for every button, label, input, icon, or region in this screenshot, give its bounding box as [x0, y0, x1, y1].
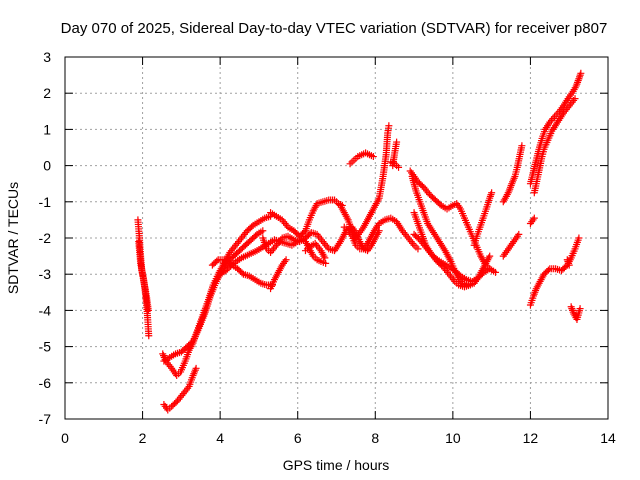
x-tick-label: 12 — [523, 430, 539, 446]
y-tick-label: -5 — [39, 339, 52, 355]
data-point-marker — [576, 305, 584, 313]
y-tick-label: 1 — [43, 121, 51, 137]
data-point-marker — [213, 257, 221, 265]
data-point-marker — [518, 142, 526, 150]
x-tick-label: 6 — [294, 430, 302, 446]
y-tick-label: 3 — [43, 49, 51, 65]
y-tick-labels: -7 -6 -5 -4 -3 -2 -1 0 1 2 3 — [39, 49, 52, 427]
data-point-marker — [259, 227, 267, 235]
data-point-marker — [577, 69, 585, 77]
data-point-marker — [300, 228, 308, 236]
x-tick-label: 8 — [371, 430, 379, 446]
data-point-marker — [492, 268, 500, 276]
data-point-marker — [515, 230, 523, 238]
data-point-marker — [571, 95, 579, 103]
data-point-marker — [393, 138, 401, 146]
x-tick-label: 2 — [139, 430, 147, 446]
data-point-marker — [395, 163, 403, 171]
y-tick-label: 2 — [43, 85, 51, 101]
data-point-marker — [575, 234, 583, 242]
y-tick-label: -6 — [39, 375, 52, 391]
data-point-marker — [192, 364, 200, 372]
x-tick-labels: 0 2 4 6 8 10 12 14 — [61, 430, 616, 446]
data-point-marker — [322, 259, 330, 267]
x-tick-label: 14 — [600, 430, 616, 446]
x-tick-label: 4 — [216, 430, 224, 446]
data-point-marker — [369, 153, 377, 161]
data-point-marker — [550, 113, 558, 121]
data-point-marker — [385, 122, 393, 130]
data-point-marker — [530, 214, 538, 222]
data-point-marker — [549, 115, 557, 123]
y-tick-label: -7 — [39, 411, 52, 427]
grid-lines — [65, 57, 608, 419]
y-axis-label: SDTVAR / TECUs — [5, 182, 21, 294]
data-point-marker — [486, 252, 494, 260]
y-tick-label: -3 — [39, 266, 52, 282]
data-point-marker — [145, 332, 153, 340]
axis-ticks — [64, 56, 609, 420]
chart-title: Day 070 of 2025, Sidereal Day-to-day VTE… — [61, 20, 608, 37]
data-point-marker — [544, 266, 552, 274]
data-point-marker — [414, 245, 422, 253]
data-point-marker — [466, 281, 474, 289]
x-tick-label: 10 — [445, 430, 461, 446]
x-tick-label: 0 — [61, 430, 69, 446]
data-point-marker — [486, 192, 494, 200]
data-point-marker — [488, 189, 496, 197]
data-point-marker — [321, 254, 329, 262]
y-tick-label: -1 — [39, 194, 52, 210]
data-point-marker — [282, 256, 290, 264]
data-point-marker — [144, 306, 152, 314]
data-point-marker — [565, 261, 573, 269]
y-tick-label: 0 — [43, 158, 51, 174]
y-tick-label: -4 — [39, 302, 52, 318]
x-axis-label: GPS time / hours — [283, 457, 390, 473]
y-tick-label: -2 — [39, 230, 52, 246]
data-markers — [134, 69, 585, 414]
